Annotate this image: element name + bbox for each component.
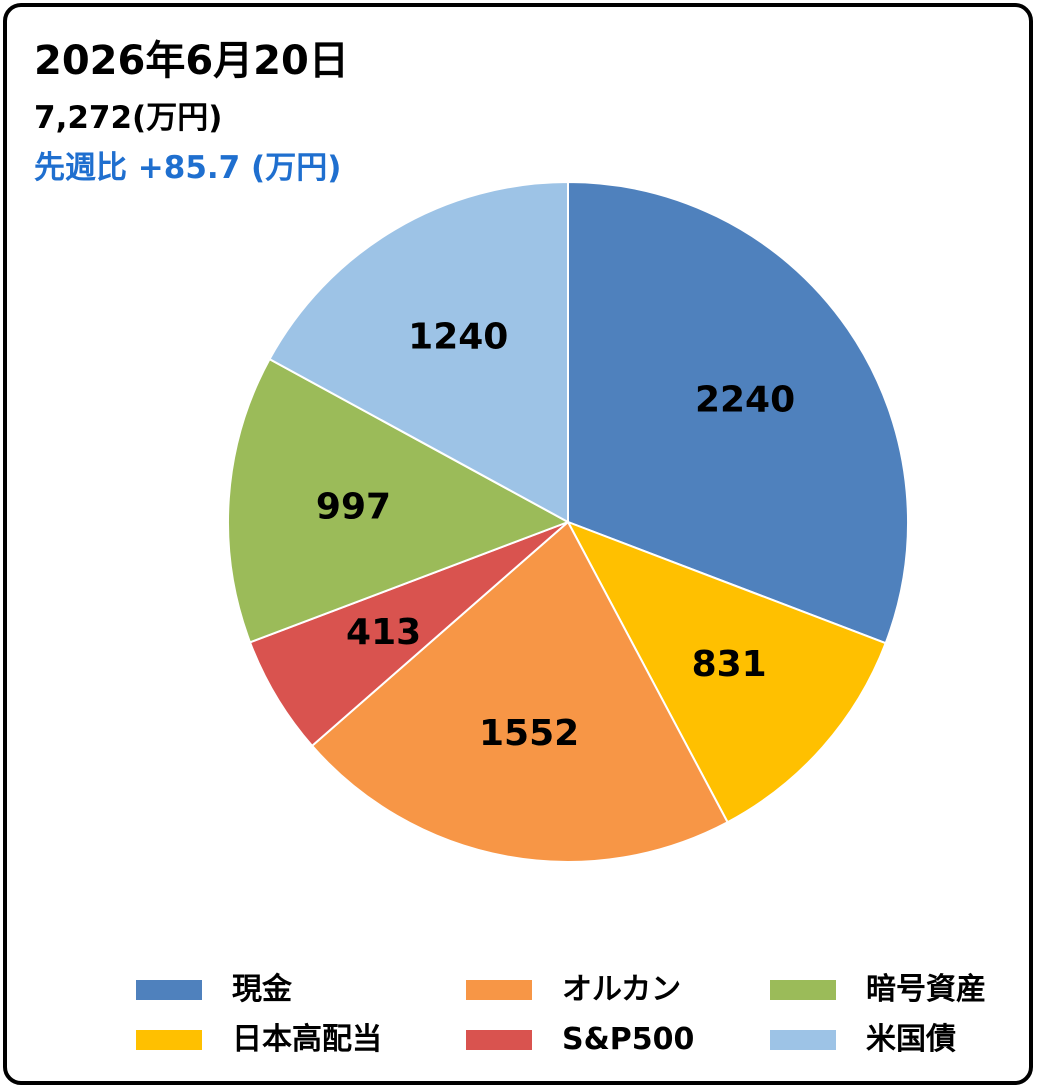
pie-slice-5 bbox=[268, 180, 569, 524]
legend: 現金 オルカン 暗号資産 日本高配当 S&P500 米国債 bbox=[0, 960, 1040, 1070]
pie-slice-0 bbox=[567, 180, 909, 645]
legend-label: S&P500 bbox=[562, 1022, 695, 1057]
legend-swatch bbox=[136, 980, 202, 1000]
legend-swatch bbox=[136, 1030, 202, 1050]
pie-data-label-0: 2240 bbox=[695, 380, 795, 421]
pie-data-label-2: 1552 bbox=[479, 713, 579, 754]
legend-swatch bbox=[466, 1030, 532, 1050]
pie-slice-4 bbox=[227, 357, 571, 644]
legend-swatch bbox=[466, 980, 532, 1000]
total-amount: 7,272(万円) bbox=[34, 100, 223, 136]
pie-slice-2 bbox=[310, 520, 729, 863]
pie-data-label-4: 997 bbox=[316, 487, 391, 528]
legend-label: 米国債 bbox=[866, 1022, 956, 1057]
legend-label: 暗号資産 bbox=[866, 972, 986, 1007]
legend-label: 日本高配当 bbox=[232, 1022, 382, 1057]
legend-swatch bbox=[770, 1030, 836, 1050]
pie-slice-1 bbox=[565, 520, 887, 824]
legend-label: オルカン bbox=[562, 972, 682, 1007]
legend-label: 現金 bbox=[232, 972, 292, 1007]
pie-chart: 2240 831 1552 413 997 1240 bbox=[227, 180, 909, 863]
pie-data-label-5: 1240 bbox=[408, 317, 508, 358]
pie-data-label-3: 413 bbox=[346, 612, 421, 653]
chart-title-date: 2026年6月20日 bbox=[34, 38, 349, 84]
weekly-change: 先週比 +85.7 (万円) bbox=[34, 150, 342, 186]
legend-swatch bbox=[770, 980, 836, 1000]
pie-data-label-1: 831 bbox=[692, 644, 767, 685]
